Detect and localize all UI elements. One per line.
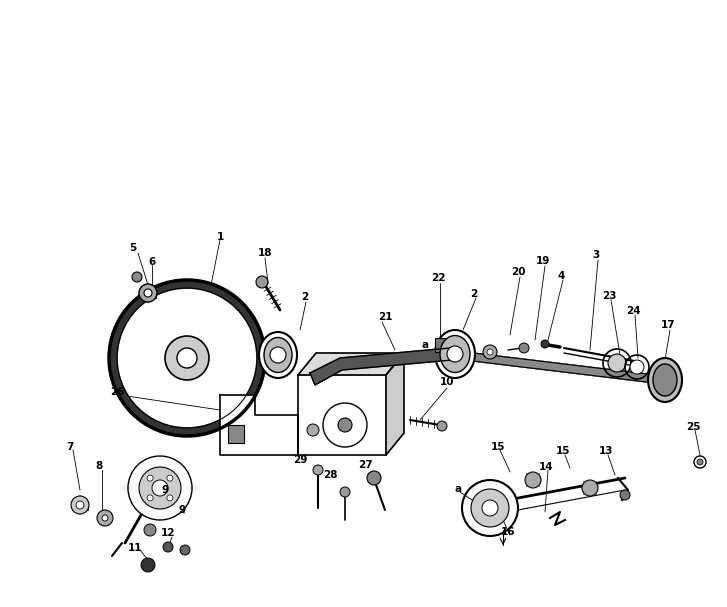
Bar [228,425,244,443]
Circle shape [141,558,155,572]
Circle shape [144,289,152,297]
Circle shape [338,418,352,432]
Text: 24: 24 [626,306,640,316]
Text: 14: 14 [539,462,553,472]
Circle shape [541,340,549,348]
Text: 4: 4 [558,271,565,281]
Text: 3: 3 [593,250,600,260]
Circle shape [165,336,209,380]
Circle shape [163,542,173,552]
Text: 22: 22 [431,273,445,283]
Circle shape [447,346,463,362]
Circle shape [437,421,447,431]
Polygon shape [448,350,655,383]
Text: 10: 10 [440,377,454,387]
Circle shape [139,284,157,302]
Text: 27: 27 [358,460,372,470]
Text: 9: 9 [161,485,169,495]
Text: a: a [422,340,428,350]
Text: 19: 19 [536,256,550,266]
Circle shape [340,487,350,497]
Circle shape [144,524,156,536]
Text: 7: 7 [66,442,73,452]
Ellipse shape [440,336,470,373]
Circle shape [582,480,598,496]
Circle shape [97,510,113,526]
Ellipse shape [653,364,677,396]
Circle shape [132,272,142,282]
Text: 26: 26 [110,387,124,397]
Circle shape [608,354,626,372]
Text: 8: 8 [95,461,103,471]
Circle shape [152,480,168,496]
Text: 6: 6 [148,257,156,267]
Text: 15: 15 [491,442,505,452]
Circle shape [313,465,323,475]
Text: 23: 23 [602,291,616,301]
Text: 2: 2 [302,292,309,302]
Circle shape [487,349,493,355]
Bar [435,338,453,352]
Text: 12: 12 [161,528,175,538]
Bar [298,375,386,455]
Text: 15: 15 [555,446,570,456]
Circle shape [128,456,192,520]
Text: 9: 9 [178,505,185,515]
Text: 5: 5 [129,243,137,253]
Circle shape [620,490,630,500]
Circle shape [147,495,153,501]
Text: 2: 2 [470,289,478,299]
Text: a: a [454,484,462,494]
Circle shape [167,495,173,501]
Circle shape [167,475,173,481]
Circle shape [697,459,703,465]
Circle shape [323,403,367,447]
Text: 28: 28 [323,470,337,480]
Ellipse shape [264,337,292,373]
Circle shape [71,496,89,514]
Circle shape [471,489,509,527]
Circle shape [256,276,268,288]
Text: 16: 16 [501,527,515,537]
Circle shape [483,345,497,359]
Circle shape [102,515,108,521]
Circle shape [367,471,381,485]
Text: 1: 1 [217,232,224,242]
Circle shape [307,424,319,436]
Ellipse shape [648,358,682,402]
Polygon shape [298,353,404,375]
Text: 18: 18 [258,248,272,258]
Circle shape [630,360,644,374]
Polygon shape [386,353,404,455]
Text: 21: 21 [378,312,393,322]
Circle shape [482,500,498,516]
Text: 29: 29 [293,455,308,465]
Circle shape [519,343,529,353]
Circle shape [139,467,181,509]
Polygon shape [220,395,298,455]
Circle shape [525,472,541,488]
Circle shape [270,347,286,363]
Ellipse shape [259,332,297,378]
Polygon shape [310,348,452,385]
Circle shape [147,475,153,481]
Circle shape [180,545,190,555]
Text: 11: 11 [128,543,142,553]
Text: 13: 13 [599,446,614,456]
Ellipse shape [435,330,475,378]
Circle shape [76,501,84,509]
Text: 17: 17 [661,320,675,330]
Circle shape [177,348,197,368]
Text: 25: 25 [686,422,700,432]
Text: 20: 20 [511,267,525,277]
